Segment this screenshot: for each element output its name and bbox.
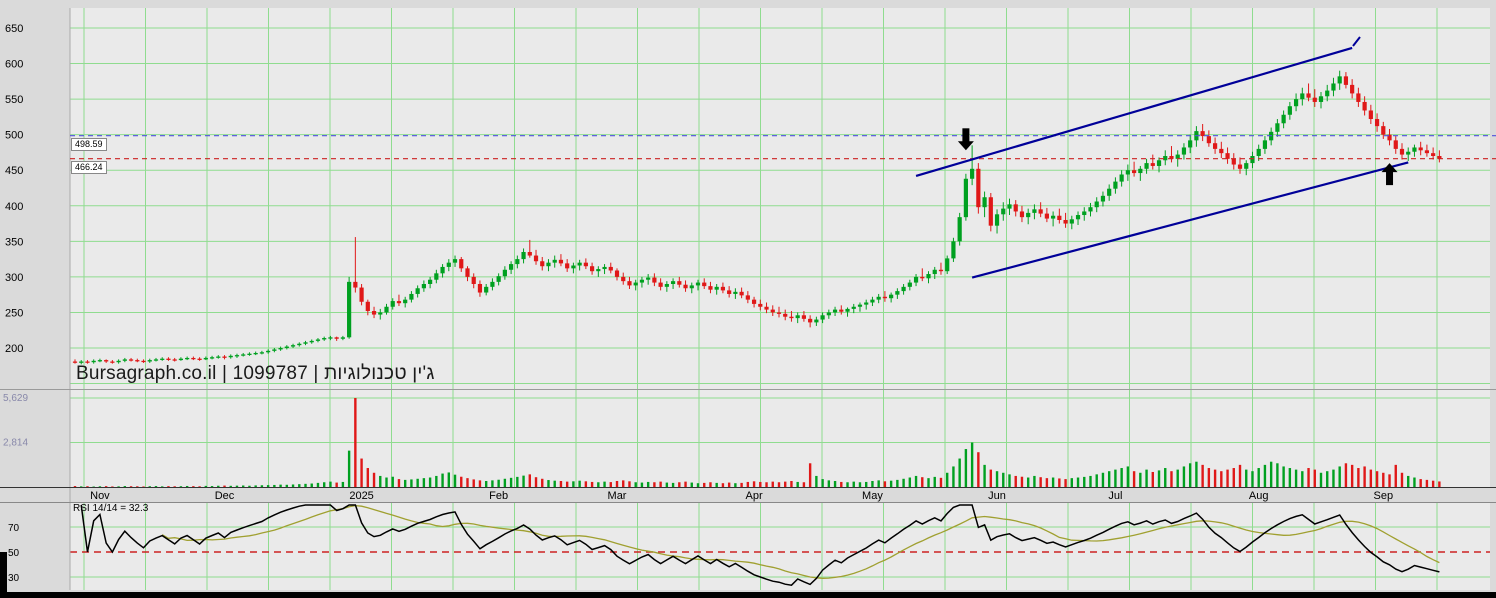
svg-text:450: 450 [5,165,23,177]
rsi-indicator-label: RSI 14/14 = 32.3 [73,503,149,514]
svg-text:Mar: Mar [608,490,627,502]
watermark-text: Bursagraph.co.il | 1099787 | ג'ין טכנולו… [76,363,435,384]
trend-channel-end-mark [1352,36,1361,47]
trend-channel-lower [971,161,1409,279]
rsi-panel-bg [70,503,1490,590]
svg-text:550: 550 [5,94,23,106]
svg-text:Jun: Jun [988,490,1006,502]
svg-text:2025: 2025 [349,490,373,502]
svg-text:May: May [862,490,883,502]
svg-text:5,629: 5,629 [3,393,28,404]
volume-bars [73,398,1441,487]
price-panel-bg [70,8,1490,389]
svg-text:400: 400 [5,201,23,213]
svg-text:Apr: Apr [746,490,763,502]
down-arrow-icon [957,141,974,151]
svg-text:30: 30 [8,573,20,584]
price-line-label-lower: 466.24 [71,160,107,174]
svg-text:650: 650 [5,23,23,35]
svg-text:2,814: 2,814 [3,438,28,449]
annotation-arrows [957,128,1398,186]
price-line-label-upper: 498.59 [71,137,107,151]
svg-text:Aug: Aug [1249,490,1269,502]
rsi-line [80,504,1440,587]
svg-text:Nov: Nov [90,490,110,502]
volume-panel-bg [70,390,1490,487]
svg-text:600: 600 [5,59,23,71]
axis-labels: 650 600 550 500 450 400 350 300 250 200 5,629 2,814… [3,23,28,584]
svg-text:500: 500 [5,130,23,142]
svg-text:Jul: Jul [1108,490,1122,502]
svg-text:350: 350 [5,236,23,248]
rsi-ma-line [161,504,1440,579]
svg-text:Dec: Dec [215,490,235,502]
svg-text:50: 50 [8,548,20,559]
up-arrow-icon [1381,163,1398,173]
svg-text:Sep: Sep [1374,490,1394,502]
bottom-bar [0,592,1496,598]
svg-text:Feb: Feb [489,490,508,502]
corner-mark [0,552,7,593]
svg-text:200: 200 [5,343,23,355]
trend-channel-upper [915,46,1353,177]
svg-text:70: 70 [8,523,20,534]
candlesticks [72,70,1442,365]
date-axis: Nov Dec 2025 Feb Mar Apr May Jun Jul Aug Sep [90,490,1393,502]
svg-text:300: 300 [5,272,23,284]
svg-text:250: 250 [5,307,23,319]
